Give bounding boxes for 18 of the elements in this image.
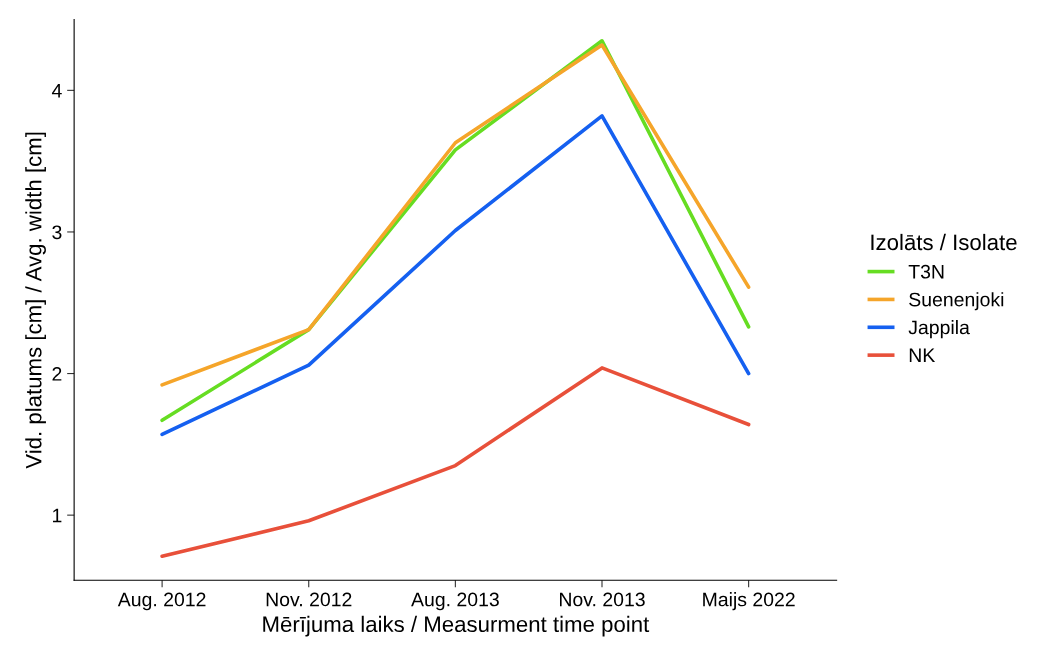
legend-label: Suenenjoki	[909, 292, 1004, 311]
legend-label: T3N	[908, 264, 944, 279]
line-series	[160, 114, 751, 437]
y-axis-title: Vid. platums [cm] / Avg. width [cm]	[25, 132, 46, 469]
legend-label: NK	[909, 348, 936, 362]
y-tick-label: 1	[52, 508, 62, 523]
x-axis-title: Mērījuma laiks / Measurment time point	[263, 615, 650, 637]
x-tick-label: Aug. 2013	[411, 592, 499, 611]
x-tick-label: Nov. 2012	[266, 592, 352, 607]
x-tick-label: Nov. 2013	[560, 592, 645, 607]
x-tick-label: Maijs 2022	[703, 592, 795, 611]
x-tick-label: Aug. 2012	[117, 592, 206, 611]
legend-label: Jappila	[908, 320, 970, 339]
y-tick-label: 2	[52, 367, 62, 381]
y-tick-label: 3	[52, 225, 62, 240]
line-series	[160, 366, 751, 559]
legend-title: Izolāts / Isolate	[871, 233, 1017, 251]
y-tick-label: 4	[51, 84, 62, 98]
